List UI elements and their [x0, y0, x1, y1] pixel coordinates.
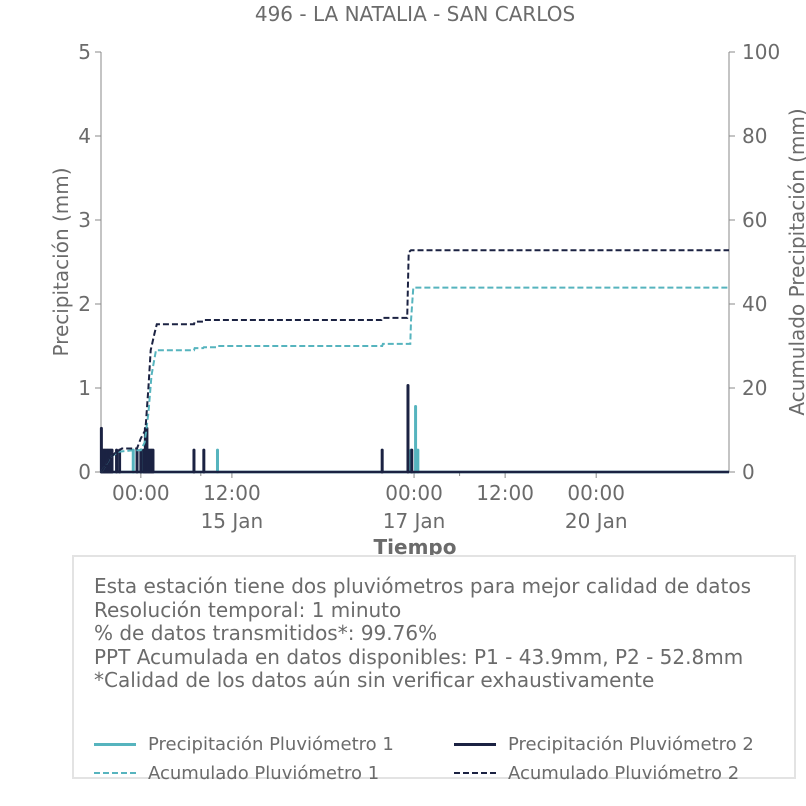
y-axis-label-right: Acumulado Precipitación (mm) — [785, 108, 806, 415]
info-line-accumulated: PPT Acumulada en datos disponibles: P1 -… — [94, 644, 744, 669]
info-line-two-gauges: Esta estación tiene dos pluviómetros par… — [94, 574, 752, 598]
info-line-resolution: Resolución temporal: 1 minuto — [94, 597, 402, 622]
legend-item-accum-p2: Acumulado Pluviómetro 2 — [454, 760, 739, 786]
x-tick-label: 12:00 — [476, 481, 534, 505]
legend-label-accum-p2: Acumulado Pluviómetro 2 — [508, 762, 740, 784]
y-tick-label-right: 20 — [742, 376, 767, 400]
legend-item-precip-p1: Precipitación Pluviómetro 1 — [94, 731, 394, 757]
info-lines: Esta estación tiene dos pluviómetros par… — [94, 574, 752, 693]
x-tick-label: 12:00 — [203, 481, 261, 505]
y-tick-label-left: 4 — [78, 124, 91, 148]
info-line-quality-note: *Calidad de los datos aún sin verificar … — [94, 668, 655, 692]
y-tick-label-right: 80 — [742, 124, 767, 148]
legend-item-precip-p2: Precipitación Pluviómetro 2 — [454, 731, 754, 757]
x-tick-date-label: 15 Jan — [201, 509, 264, 533]
accumulated-line-2 — [100, 249, 729, 473]
legend-swatch-precip-p1 — [94, 742, 136, 746]
x-tick-date-label: 17 Jan — [383, 509, 446, 533]
info-line-transmitted: % de datos transmitidos*: 99.76% — [94, 621, 438, 645]
plot-area: 0 1 2 3 4 5 0 20 40 60 80 100 00:00 12:00 15 Jan 00:00 1… — [78, 40, 780, 533]
x-tick-label: 00:00 — [567, 481, 625, 505]
y-tick-label-right: 60 — [742, 208, 767, 232]
legend-swatch-accum-p2 — [454, 772, 496, 774]
y-tick-label-left: 2 — [78, 292, 91, 316]
legend-item-accum-p1: Acumulado Pluviómetro 1 — [94, 760, 379, 786]
y-tick-label-left: 3 — [78, 208, 91, 232]
y-tick-label-left: 1 — [78, 376, 91, 400]
y-tick-label-right: 40 — [742, 292, 767, 316]
legend-swatch-accum-p1 — [94, 772, 136, 774]
legend: Precipitación Pluviómetro 1 Precipitació… — [94, 731, 794, 787]
y-tick-label-right: 0 — [742, 460, 755, 484]
y-axis-label-left: Precipitación (mm) — [49, 167, 73, 356]
y-tick-label-left: 5 — [78, 40, 91, 64]
x-tick-date-label: 20 Jan — [565, 509, 628, 533]
x-tick-label: 00:00 — [385, 481, 443, 505]
legend-label-accum-p1: Acumulado Pluviómetro 1 — [148, 762, 380, 784]
y-tick-label-left: 0 — [78, 460, 91, 484]
x-tick-label: 00:00 — [112, 481, 170, 505]
y-tick-label-right: 100 — [742, 40, 780, 64]
info-box: Esta estación tiene dos pluviómetros par… — [72, 555, 796, 784]
accumulated-line-1 — [100, 286, 729, 473]
legend-label-precip-p1: Precipitación Pluviómetro 1 — [148, 733, 394, 755]
legend-label-precip-p2: Precipitación Pluviómetro 2 — [508, 733, 754, 755]
legend-swatch-precip-p2 — [454, 742, 496, 746]
chart-title: 496 - LA NATALIA - SAN CARLOS — [255, 2, 575, 26]
